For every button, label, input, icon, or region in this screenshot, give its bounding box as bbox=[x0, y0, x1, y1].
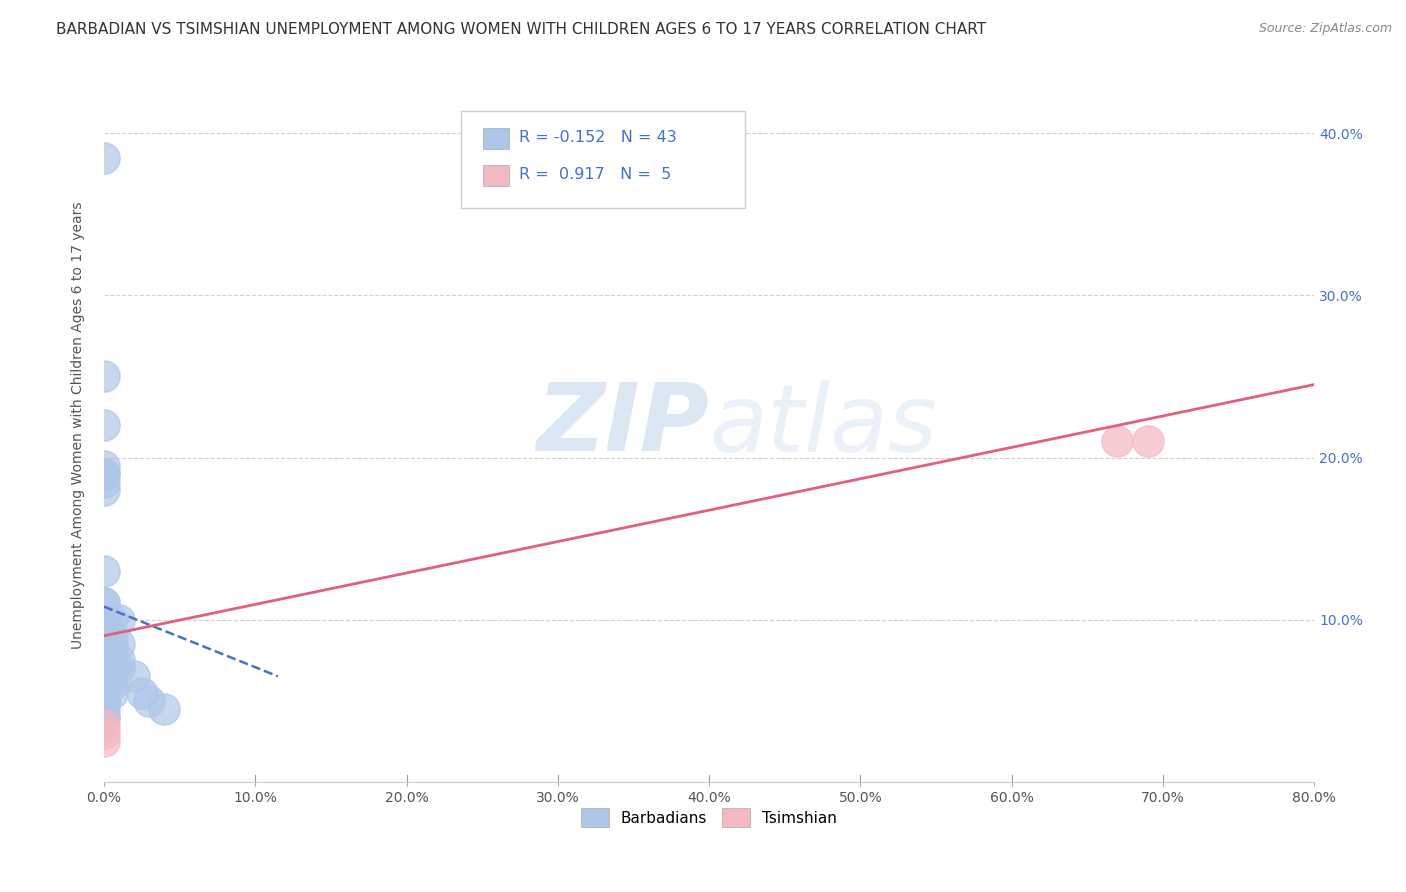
Point bbox=[93, 661, 115, 675]
Point bbox=[100, 613, 122, 627]
Point bbox=[93, 677, 115, 691]
Point bbox=[93, 629, 115, 643]
Point bbox=[131, 685, 153, 699]
Point bbox=[100, 677, 122, 691]
Point bbox=[100, 661, 122, 675]
Point bbox=[100, 629, 122, 643]
Point bbox=[93, 483, 115, 497]
Text: ZIP: ZIP bbox=[536, 379, 709, 471]
Point bbox=[93, 702, 115, 716]
Point bbox=[100, 685, 122, 699]
Point bbox=[93, 677, 115, 691]
Y-axis label: Unemployment Among Women with Children Ages 6 to 17 years: Unemployment Among Women with Children A… bbox=[72, 202, 86, 648]
Point bbox=[93, 685, 115, 699]
Point bbox=[108, 637, 131, 651]
Point bbox=[93, 710, 115, 724]
Text: R =  0.917   N =  5: R = 0.917 N = 5 bbox=[519, 168, 671, 182]
FancyBboxPatch shape bbox=[461, 112, 745, 208]
Point bbox=[100, 637, 122, 651]
Legend: Barbadians, Tsimshian: Barbadians, Tsimshian bbox=[574, 801, 845, 835]
Point bbox=[93, 693, 115, 707]
Point bbox=[93, 718, 115, 732]
Point bbox=[93, 467, 115, 481]
Point bbox=[93, 596, 115, 610]
Point bbox=[93, 734, 115, 748]
FancyBboxPatch shape bbox=[482, 165, 509, 186]
Point bbox=[93, 669, 115, 683]
Point bbox=[93, 467, 115, 481]
Point bbox=[93, 653, 115, 667]
Text: BARBADIAN VS TSIMSHIAN UNEMPLOYMENT AMONG WOMEN WITH CHILDREN AGES 6 TO 17 YEARS: BARBADIAN VS TSIMSHIAN UNEMPLOYMENT AMON… bbox=[56, 22, 987, 37]
Point bbox=[122, 669, 145, 683]
Point bbox=[138, 693, 160, 707]
Point bbox=[93, 151, 115, 165]
Point bbox=[93, 596, 115, 610]
FancyBboxPatch shape bbox=[482, 128, 509, 149]
Text: atlas: atlas bbox=[709, 380, 938, 471]
Point bbox=[93, 637, 115, 651]
Point bbox=[93, 629, 115, 643]
Point bbox=[93, 669, 115, 683]
Text: Source: ZipAtlas.com: Source: ZipAtlas.com bbox=[1258, 22, 1392, 36]
Point bbox=[100, 669, 122, 683]
Point bbox=[93, 710, 115, 724]
Point bbox=[93, 418, 115, 433]
Point bbox=[108, 613, 131, 627]
Point bbox=[108, 661, 131, 675]
Point bbox=[93, 475, 115, 489]
Point bbox=[93, 458, 115, 473]
Point bbox=[93, 645, 115, 659]
Point bbox=[1107, 434, 1129, 449]
Point bbox=[1136, 434, 1159, 449]
Text: R = -0.152   N = 43: R = -0.152 N = 43 bbox=[519, 130, 676, 145]
Point bbox=[108, 653, 131, 667]
Point bbox=[93, 726, 115, 740]
Point bbox=[153, 702, 176, 716]
Point bbox=[93, 564, 115, 578]
Point bbox=[93, 613, 115, 627]
Point bbox=[93, 369, 115, 384]
Point bbox=[93, 693, 115, 707]
